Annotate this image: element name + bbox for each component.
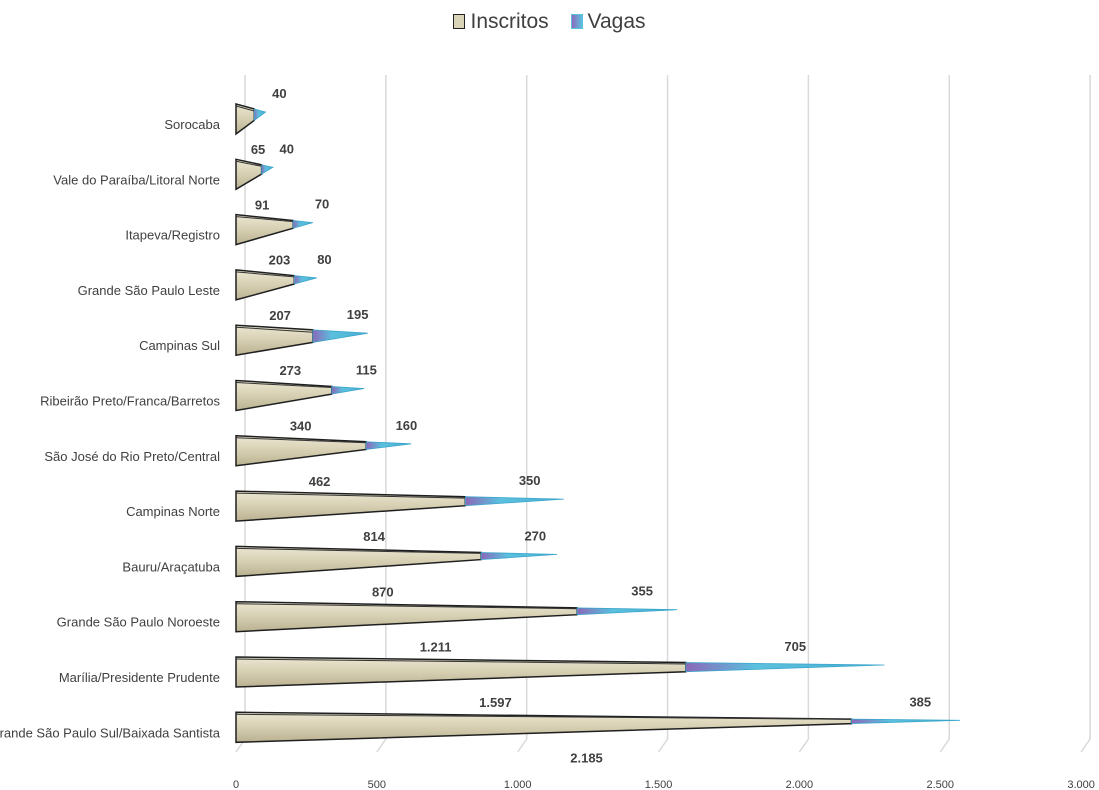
data-label-inscritos: 814 — [363, 529, 385, 544]
category-label: Ribeirão Preto/Franca/Barretos — [40, 394, 220, 409]
gridline — [376, 75, 387, 753]
category-label: Grande São Paulo Noroeste — [57, 615, 220, 630]
x-tick-label: 3.000 — [1067, 779, 1095, 790]
bar-vagas — [261, 164, 274, 175]
legend-swatch-inscritos — [453, 14, 466, 29]
gridline — [939, 75, 950, 753]
category-label: Grande São Paulo Sul/Baixada Santista — [0, 725, 221, 740]
bar-vagas — [576, 607, 678, 616]
category-label: Marília/Presidente Prudente — [59, 670, 220, 685]
bar-vagas — [253, 108, 267, 122]
bar-vagas — [851, 718, 960, 725]
data-label-inscritos: 462 — [309, 474, 331, 489]
data-label-vagas: 350 — [519, 473, 541, 488]
bar-vagas — [365, 441, 412, 450]
gridline — [1080, 75, 1091, 753]
legend-label-vagas: Vagas — [587, 10, 646, 33]
data-label-inscritos: 340 — [290, 419, 312, 434]
bar-edge — [235, 216, 294, 223]
bars — [235, 103, 960, 744]
data-label-vagas: 195 — [347, 307, 369, 322]
x-tick-label: 1.000 — [504, 779, 532, 790]
bar-vagas — [293, 275, 317, 285]
data-label-inscritos: 65 — [251, 142, 265, 157]
data-label-vagas: 115 — [356, 363, 377, 378]
data-labels: 40 65 40 91 70 203 80 207 195 273 115 340 160 462 350 8… — [251, 86, 931, 765]
category-label: Campinas Sul — [139, 338, 220, 353]
bar-vagas — [312, 329, 368, 343]
bar-edge — [235, 382, 332, 388]
data-label-inscritos: 1.597 — [479, 695, 512, 710]
x-tick-label: 1.500 — [645, 779, 673, 790]
legend-item-vagas: Vagas — [570, 10, 646, 34]
bar-edge — [235, 437, 367, 444]
chart-legend: Inscritos Vagas — [0, 10, 1099, 34]
category-label: Bauru/Araçatuba — [122, 559, 220, 574]
x-tick-label: 500 — [368, 779, 386, 790]
data-label-vagas: 160 — [396, 418, 418, 433]
category-label: São José do Rio Preto/Central — [44, 449, 220, 464]
bar-vagas — [331, 386, 365, 395]
data-label-inscritos: 207 — [269, 308, 291, 323]
x-axis: 0 500 1.000 1.500 2.000 2.500 3.000 — [233, 779, 1095, 790]
data-label-inscritos: 203 — [269, 253, 291, 268]
category-label: Grande São Paulo Leste — [78, 283, 220, 298]
gridline — [657, 75, 669, 753]
x-tick-label: 0 — [233, 779, 239, 790]
bar-edge — [235, 603, 578, 610]
legend-swatch-vagas — [570, 14, 583, 29]
data-label-vagas: 385 — [909, 694, 931, 709]
category-label: Vale do Paraíba/Litoral Norte — [53, 172, 220, 187]
data-label-vagas: 70 — [315, 197, 329, 212]
category-label: Itapeva/Registro — [125, 228, 220, 243]
bar-vagas — [480, 552, 558, 561]
x-tick-label: 2.000 — [786, 779, 814, 790]
data-label-vagas: 270 — [524, 528, 546, 543]
category-label: Sorocaba — [164, 117, 220, 132]
data-label-vagas: 355 — [631, 584, 653, 599]
data-label-inscritos: 1.211 — [420, 640, 452, 655]
legend-item-inscritos: Inscritos — [453, 10, 549, 34]
data-label-inscritos: 273 — [279, 363, 301, 378]
data-label-vagas: 705 — [784, 639, 806, 654]
x-tick-label: 2.500 — [926, 779, 954, 790]
gridline — [798, 75, 810, 753]
category-labels: Sorocaba Vale do Paraíba/Litoral Norte Ita… — [0, 117, 221, 740]
data-label-vagas: 40 — [279, 141, 293, 156]
data-label-inscritos: 2.185 — [570, 750, 603, 765]
bar-edge — [235, 271, 295, 278]
bar-edge — [235, 492, 466, 499]
bar-edge — [235, 713, 852, 720]
bar-edge — [235, 160, 262, 167]
bar-edge — [235, 658, 686, 665]
bar-edge — [235, 547, 482, 554]
data-label-inscritos: 91 — [255, 197, 269, 212]
bar-edge — [235, 326, 313, 333]
gridline — [517, 75, 528, 753]
legend-label-inscritos: Inscritos — [470, 10, 549, 33]
bar-vagas — [464, 496, 564, 507]
gridlines — [235, 75, 1091, 753]
data-label-inscritos: 870 — [372, 584, 394, 599]
category-label: Campinas Norte — [126, 504, 220, 519]
data-label-vagas: 40 — [272, 86, 286, 101]
data-label-vagas: 80 — [317, 252, 331, 267]
bar-edge — [235, 105, 255, 112]
bar-vagas — [292, 220, 314, 229]
bar-vagas — [685, 662, 885, 673]
